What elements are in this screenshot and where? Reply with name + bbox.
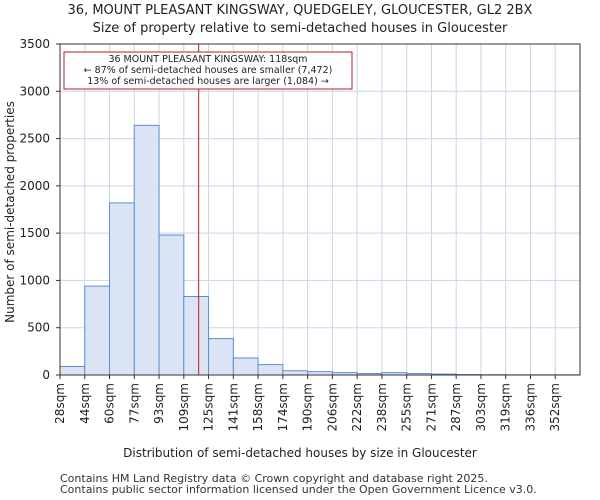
x-axis-label: Distribution of semi-detached houses by … (123, 446, 477, 460)
chart-title-address: 36, MOUNT PLEASANT KINGSWAY, QUEDGELEY, … (67, 3, 533, 18)
x-tick-label: 158sqm (251, 383, 265, 431)
histogram-bar (282, 370, 309, 376)
y-tick-label: 1500 (19, 226, 50, 240)
chart-title-block: 36, MOUNT PLEASANT KINGSWAY, QUEDGELEY, … (0, 2, 600, 38)
x-tick-label: 206sqm (325, 383, 339, 431)
y-tick-label: 2500 (19, 132, 50, 146)
histogram-bar (208, 338, 234, 376)
y-tick-label: 500 (27, 321, 50, 335)
x-tick-label: 222sqm (350, 383, 364, 431)
footer-licence: Contains public sector information licen… (60, 483, 537, 496)
plot-frame (59, 43, 581, 376)
x-tick-label: 141sqm (226, 383, 240, 431)
x-tick-label: 174sqm (276, 383, 290, 431)
bars-layer (59, 124, 581, 376)
y-tick-label: 3000 (19, 84, 50, 98)
y-axis-label: Number of semi-detached properties (3, 101, 17, 323)
x-tick-label: 303sqm (474, 383, 488, 431)
histogram-bar (109, 202, 135, 376)
x-tick-label: 336sqm (523, 383, 537, 431)
x-tick-label: 44sqm (78, 383, 92, 424)
histogram-bar (257, 364, 284, 376)
annotation-line-2: ← 87% of semi-detached houses are smalle… (84, 65, 333, 76)
x-tick-label: 238sqm (375, 383, 389, 431)
y-tick-label: 2000 (19, 179, 50, 193)
x-tick-label: 60sqm (103, 383, 117, 424)
y-tick-label: 1000 (19, 273, 50, 287)
histogram-bar (84, 285, 111, 376)
x-tick-label: 77sqm (127, 383, 141, 424)
chart-subtitle: Size of property relative to semi-detach… (92, 21, 508, 36)
annotation-line-1: 36 MOUNT PLEASANT KINGSWAY: 118sqm (108, 54, 307, 65)
x-tick-label: 255sqm (400, 383, 414, 431)
annotation-box: 36 MOUNT PLEASANT KINGSWAY: 118sqm ← 87%… (63, 51, 353, 90)
annotation-box-frame (63, 51, 353, 90)
x-tick-label: 93sqm (152, 383, 166, 424)
x-tick-label: 271sqm (424, 383, 438, 431)
histogram-bar (133, 124, 160, 376)
histogram-bar (232, 357, 259, 376)
x-tick-label: 287sqm (449, 383, 463, 431)
footer-copyright: Contains HM Land Registry data © Crown c… (60, 472, 488, 485)
y-tick-label: 0 (42, 368, 50, 382)
histogram-bar (158, 234, 185, 376)
x-tick-label: 28sqm (53, 383, 67, 424)
annotation-line-3: 13% of semi-detached houses are larger (… (87, 76, 329, 87)
x-tick-label: 190sqm (301, 383, 315, 431)
histogram-bar (183, 296, 210, 376)
y-tick-label: 3500 (19, 37, 50, 51)
histogram-bar (59, 365, 86, 376)
x-tick-label: 319sqm (499, 383, 513, 431)
y-axis-ticks: 0 500 1000 1500 2000 2500 3000 3500 (19, 37, 60, 382)
x-tick-label: 125sqm (202, 383, 216, 431)
x-tick-label: 109sqm (177, 383, 191, 431)
footer-attribution: Contains HM Land Registry data © Crown c… (60, 473, 537, 495)
x-axis-ticks: 28sqm 44sqm 60sqm 77sqm 93sqm 109sqm 125sqm 141… (53, 375, 562, 431)
x-tick-label: 352sqm (548, 383, 562, 431)
